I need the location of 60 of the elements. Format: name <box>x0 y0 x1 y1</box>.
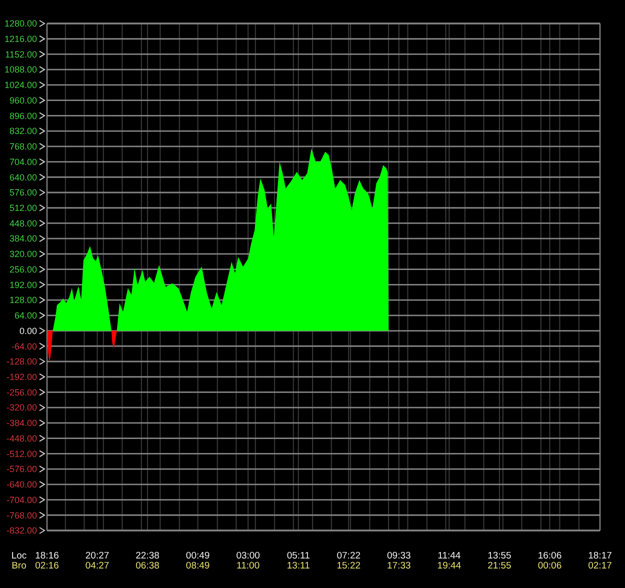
x2-tick-label: 04:27 <box>85 560 110 572</box>
x-tick-label: 09:33 <box>387 550 411 562</box>
x-tick-label: 22:38 <box>136 550 160 562</box>
y-tick-label: 0.00 <box>19 326 37 336</box>
y-tick-label: 1088.00 <box>4 64 37 75</box>
y-tick-label: 448.00 <box>9 218 37 228</box>
x-axis-title: Loc <box>11 550 27 562</box>
y-tick-label: -256.00 <box>6 387 37 398</box>
y-tick-label: -768.00 <box>6 510 37 520</box>
x2-tick-label: 21:55 <box>488 560 512 572</box>
y-tick-label: -832.00 <box>6 526 37 536</box>
y-tick-label: 1152.00 <box>5 49 37 60</box>
x2-tick-label: 08:49 <box>186 560 210 572</box>
x2-tick-label: 11:00 <box>236 560 260 572</box>
y-tick-label: -512.00 <box>6 448 37 459</box>
x2-tick-label: 06:38 <box>136 560 160 572</box>
y-tick-label: 384.00 <box>9 234 37 244</box>
y-tick-label: -320.00 <box>6 402 37 413</box>
x-tick-label: 00:49 <box>186 550 210 562</box>
x-tick-label: 07:22 <box>336 550 361 562</box>
y-tick-label: 1216.00 <box>4 34 37 44</box>
x2-tick-label: 19:44 <box>437 560 462 572</box>
y-tick-label: 320.00 <box>9 249 37 260</box>
x-tick-label: 11:44 <box>438 550 461 562</box>
y-tick-label: 128.00 <box>9 295 37 306</box>
y-tick-label: 704.00 <box>9 156 37 167</box>
x2-tick-label: 13:11 <box>286 560 310 572</box>
x2-axis-title: Bro <box>12 560 26 572</box>
x-tick-label: 18:16 <box>35 550 59 562</box>
y-tick-label: -704.00 <box>6 494 37 505</box>
y-tick-label: -448.00 <box>6 433 37 444</box>
y-tick-label: -192.00 <box>6 372 37 382</box>
y-tick-label: 640.00 <box>9 172 37 182</box>
y-tick-label: 1280.00 <box>4 18 37 29</box>
x2-tick-label: 00:06 <box>538 560 562 572</box>
y-tick-label: -384.00 <box>6 418 37 428</box>
y-tick-label: -576.00 <box>6 464 37 474</box>
y-tick-label: 512.00 <box>9 203 37 214</box>
x-tick-label: 05:11 <box>286 550 310 562</box>
x2-tick-label: 02:17 <box>588 560 612 572</box>
x-tick-label: 18:17 <box>588 550 612 562</box>
x-tick-label: 20:27 <box>85 550 110 562</box>
y-tick-label: 576.00 <box>9 188 37 198</box>
x2-tick-label: 15:22 <box>336 560 361 572</box>
y-tick-label: 832.00 <box>9 126 37 136</box>
x2-tick-label: 02:16 <box>35 560 59 572</box>
x-tick-label: 13:55 <box>488 550 512 562</box>
y-tick-label: -64.00 <box>11 341 37 352</box>
y-tick-label: -640.00 <box>6 480 37 490</box>
x2-tick-label: 17:33 <box>387 560 411 572</box>
y-tick-label: 768.00 <box>9 142 37 152</box>
y-tick-label: 256.00 <box>9 264 37 274</box>
y-tick-label: 896.00 <box>9 110 37 121</box>
y-tick-label: 192.00 <box>9 280 37 290</box>
x-tick-label: 03:00 <box>236 550 260 562</box>
y-tick-label: 960.00 <box>9 95 37 106</box>
y-tick-label: 1024.00 <box>4 80 37 90</box>
x-tick-label: 16:06 <box>538 550 562 562</box>
y-tick-label: 64.00 <box>14 310 37 321</box>
y-tick-label: -128.00 <box>6 356 37 367</box>
